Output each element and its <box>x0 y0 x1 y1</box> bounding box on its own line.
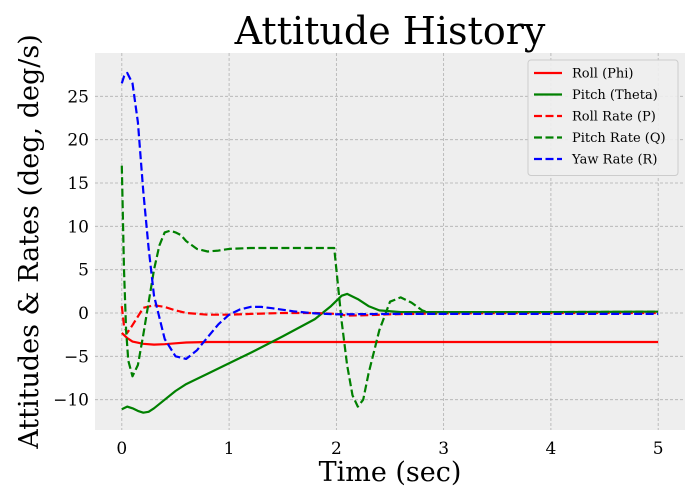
legend-entry-label: Yaw Rate (R) <box>571 153 657 168</box>
series-line-1 <box>121 332 659 346</box>
legend-entry-label: Roll (Phi) <box>572 67 633 82</box>
legend-entry-label: Pitch Rate (Q) <box>572 131 666 146</box>
x-tick-label: 3 <box>438 439 449 459</box>
x-tick-label: 4 <box>545 439 556 459</box>
x-tick-label: 5 <box>653 439 664 459</box>
series-line-3 <box>120 304 659 334</box>
y-tick-label: −10 <box>53 391 89 411</box>
tick-labels: 0 1 2 3 4 5 −10 −5 0 5 10 15 20 25 <box>53 87 663 459</box>
legend-entry-label: Roll Rate (P) <box>572 110 656 125</box>
y-tick-label: 0 <box>78 304 89 324</box>
chart-title: Attitude History <box>234 9 546 53</box>
y-tick-label: −5 <box>64 347 89 367</box>
x-tick-label: 0 <box>116 439 127 459</box>
x-axis-label: Time (sec) <box>319 457 462 488</box>
series-line-2 <box>121 292 659 414</box>
y-tick-label: 10 <box>67 217 89 237</box>
series-line-4 <box>120 165 659 408</box>
legend: Roll (Phi) Pitch (Theta) Roll Rate (P) Pitc… <box>527 59 679 176</box>
series-line-5 <box>120 71 659 360</box>
x-tick-label: 2 <box>331 439 342 459</box>
series-lines <box>120 71 659 414</box>
y-tick-label: 15 <box>67 174 89 194</box>
y-axis-label: Attitudes & Rates (deg, deg/s) <box>14 34 45 450</box>
y-tick-label: 25 <box>67 87 89 107</box>
legend-entry-label: Pitch (Theta) <box>572 88 658 103</box>
y-tick-label: 5 <box>78 261 89 281</box>
y-tick-label: 20 <box>67 131 89 151</box>
legend-box <box>527 59 679 176</box>
x-tick-label: 1 <box>224 439 235 459</box>
